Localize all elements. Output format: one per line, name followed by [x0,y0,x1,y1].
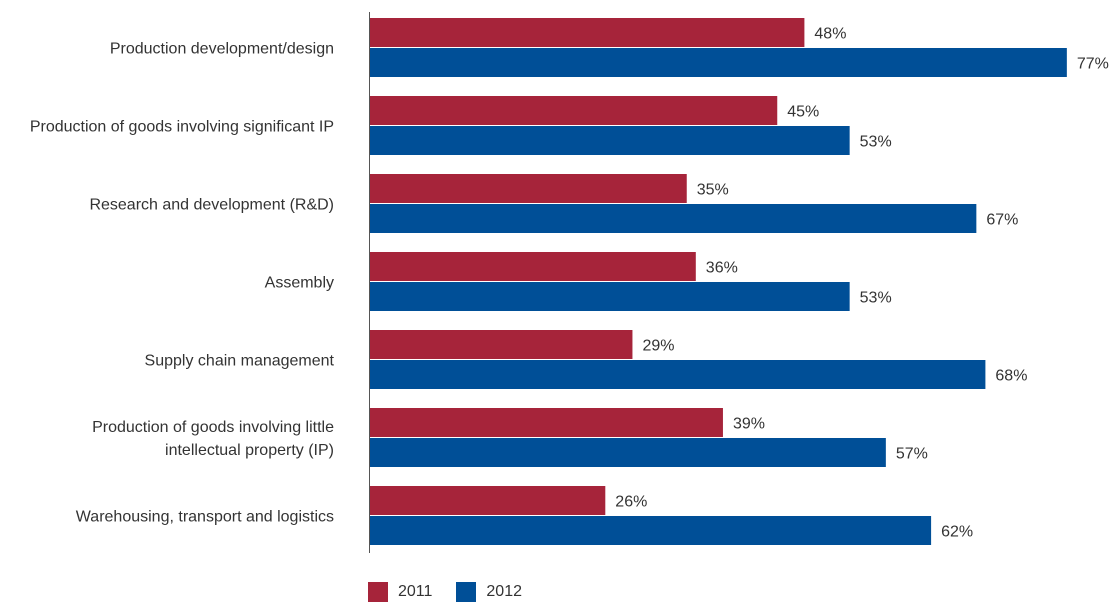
category-label-assembly: Assembly [265,275,334,292]
value-label-2012-warehousing-transport-and-logistics: 62% [941,524,973,541]
bars [370,18,1067,545]
value-label-2011-supply-chain-management: 29% [642,338,674,355]
legend-item-2012: 2012 [456,582,522,602]
legend-label-2012: 2012 [486,583,522,601]
bar-2011-production-development-design [370,18,804,47]
value-label-2012-production-of-goods-involving-significant-ip: 53% [860,134,892,151]
bar-2011-assembly [370,252,696,281]
value-label-2012-assembly: 53% [860,290,892,307]
legend-swatch-2011 [368,582,388,602]
bar-2012-production-development-design [370,48,1067,77]
bar-2011-warehousing-transport-and-logistics [370,486,605,515]
value-label-2012-research-and-development-r-d: 67% [986,212,1018,229]
category-label-supply-chain-management: Supply chain management [145,353,335,370]
bar-2011-research-and-development-r-d [370,174,687,203]
bar-2012-research-and-development-r-d [370,204,976,233]
value-label-2012-production-of-goods-involving-little-intellectual-property-ip: 57% [896,446,928,463]
bar-2012-production-of-goods-involving-significant-ip [370,126,850,155]
category-label-production-of-goods-involving-significant-ip: Production of goods involving significan… [30,119,334,136]
bar-2012-assembly [370,282,850,311]
legend-item-2011: 2011 [368,582,432,602]
category-label-research-and-development-r-d: Research and development (R&D) [89,197,334,214]
value-label-2011-production-development-design: 48% [814,26,846,43]
bar-2011-production-of-goods-involving-little-intellectual-property-ip [370,408,723,437]
category-label-production-development-design: Production development/design [110,41,334,58]
category-labels: Production development/design Production … [30,41,335,526]
bar-2012-supply-chain-management [370,360,985,389]
bar-2011-production-of-goods-involving-significant-ip [370,96,777,125]
value-label-2012-supply-chain-management: 68% [995,368,1027,385]
value-label-2011-research-and-development-r-d: 35% [697,182,729,199]
value-label-2012-production-development-design: 77% [1077,56,1109,73]
bar-2012-warehousing-transport-and-logistics [370,516,931,545]
category-label-warehousing-transport-and-logistics: Warehousing, transport and logistics [76,509,334,526]
legend-label-2011: 2011 [398,583,432,601]
value-label-2011-assembly: 36% [706,260,738,277]
bar-2011-supply-chain-management [370,330,632,359]
legend: 2011 2012 [368,582,546,602]
value-label-2011-production-of-goods-involving-little-intellectual-property-ip: 39% [733,416,765,433]
value-label-2011-warehousing-transport-and-logistics: 26% [615,494,647,511]
bar-2012-production-of-goods-involving-little-intellectual-property-ip [370,438,886,467]
value-label-2011-production-of-goods-involving-significant-ip: 45% [787,104,819,121]
category-label-production-of-goods-involving-little-intellectual-property-ip: Production of goods involving little inte… [92,419,334,459]
legend-swatch-2012 [456,582,476,602]
